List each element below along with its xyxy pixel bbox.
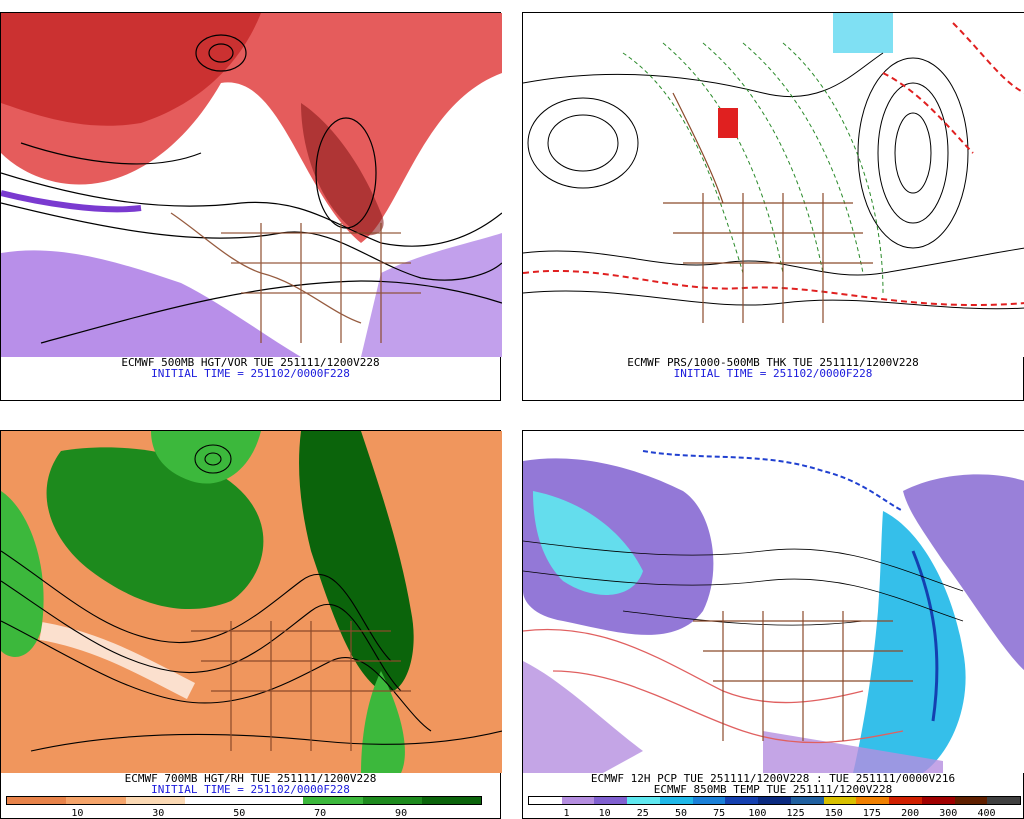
colorbar-swatch [529,797,562,804]
panel-title-line: ECMWF 12H PCP TUE 251111/1200V228 : TUE … [590,772,956,785]
colorbar-tick-label: 1 [563,808,570,819]
colorbar-tick-label: 30 [152,808,165,819]
panel-title-line: ECMWF PRS/1000-500MB THK TUE 251111/1200… [627,356,919,369]
panel-700mb-hgt-rh: ECMWF 700MB HGT/RH TUE 251111/1200V228 I… [0,430,502,819]
colorbar-tick-label: 10 [71,808,84,819]
colorbar-swatch [66,797,126,804]
panel-title-line: ECMWF 700MB HGT/RH TUE 251111/1200V228 [124,772,377,785]
colorbar-swatch [889,797,922,804]
rh-colorbar [6,796,482,805]
colorbar-tick-label: 125 [786,808,805,819]
colorbar-swatch [790,797,824,804]
initial-time-line: INITIAL TIME = 251102/0000F228 [151,783,350,796]
colorbar-swatch [659,797,693,804]
colorbar-swatch [954,797,988,804]
colorbar-swatch [184,797,244,804]
colorbar-swatch [823,797,857,804]
precip-colorbar-ticks: 1 10 25 50 75 100 125 150 175 200 300 400 [528,808,1021,819]
colorbar-tick-label: 75 [713,808,726,819]
map-500mb-vorticity [1,13,502,357]
colorbar-swatch [921,797,955,804]
colorbar-tick-label: 400 [977,808,996,819]
rh-colorbar-ticks: 10 30 50 70 90 [6,808,482,819]
colorbar-tick-label: 90 [395,808,408,819]
panel-title-line: ECMWF 500MB HGT/VOR TUE 251111/1200V228 [121,356,380,369]
colorbar-tick-label: 70 [314,808,327,819]
colorbar-tick-label: 150 [824,808,843,819]
panel-12h-pcp-850mb-temp: ECMWF 12H PCP TUE 251111/1200V228 : TUE … [522,430,1024,819]
colorbar-swatch [758,797,791,804]
initial-time-line: INITIAL TIME = 251102/0000F228 [151,367,350,380]
colorbar-swatch [362,797,422,804]
panel-500mb-hgt-vor: ECMWF 500MB HGT/VOR TUE 251111/1200V228 … [0,12,502,401]
panel-subtitle-line: ECMWF 850MB TEMP TUE 251111/1200V228 [653,783,893,796]
colorbar-swatch [244,797,304,804]
colorbar-swatch [125,797,185,804]
colorbar-swatch [856,797,890,804]
colorbar-swatch [627,797,660,804]
panel-prs-thk: ECMWF PRS/1000-500MB THK TUE 251111/1200… [522,12,1024,401]
colorbar-tick-label: 50 [233,808,246,819]
precip-colorbar [528,796,1021,805]
colorbar-tick-label: 200 [901,808,920,819]
colorbar-tick-label: 175 [862,808,881,819]
colorbar-swatch [7,797,67,804]
map-precip-850mb-temp [523,431,1024,773]
colorbar-swatch [421,797,481,804]
colorbar-swatch [692,797,726,804]
map-pressure-thickness [523,13,1024,357]
colorbar-tick-label: 50 [674,808,688,819]
colorbar-swatch [594,797,628,804]
initial-time-line: INITIAL TIME = 251102/0000F228 [673,367,873,380]
colorbar-swatch [725,797,759,804]
map-700mb-relative-humidity [1,431,502,773]
colorbar-swatch [987,797,1021,804]
colorbar-tick-label: 300 [939,808,958,819]
colorbar-tick-label: 10 [598,808,611,819]
colorbar-swatch [303,797,363,804]
colorbar-tick-label: 100 [748,808,767,819]
colorbar-tick-label: 25 [636,808,649,819]
colorbar-swatch [561,797,595,804]
